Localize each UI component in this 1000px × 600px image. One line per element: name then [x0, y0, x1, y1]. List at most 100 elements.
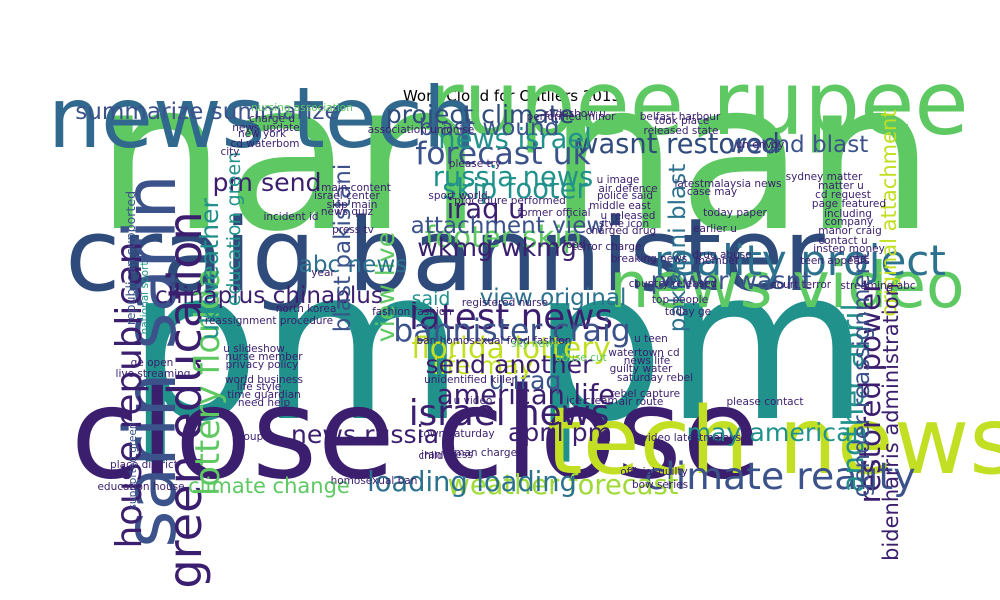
cloud-word: watertown cd: [608, 347, 679, 359]
cloud-word: took place: [655, 115, 710, 127]
cloud-word: association unionise: [368, 124, 475, 136]
cloud-word: un envoy: [736, 139, 785, 151]
cloud-word: education house: [97, 481, 184, 493]
cloud-word: ge open: [131, 357, 174, 369]
cloud-word: bow series: [632, 479, 688, 491]
cloud-word: craig bannister: [65, 196, 825, 314]
cloud-word: wasnt restored: [576, 129, 780, 160]
cloud-word: sport world: [428, 190, 487, 202]
cloud-word: matter u: [818, 180, 864, 192]
cloud-word: sky news: [511, 338, 559, 350]
cloud-word: pm pm: [127, 223, 870, 468]
cloud-word: child: [419, 450, 444, 462]
cloud-word: rupee rupee: [427, 52, 968, 155]
cloud-word: slideshow u: [544, 108, 606, 120]
cloud-word: u teen: [634, 333, 668, 345]
cloud-word: former official: [517, 207, 590, 219]
cloud-word: nurse member: [225, 351, 303, 363]
cloud-word: streaming abc: [840, 280, 915, 292]
cloud-word: page featured: [812, 198, 886, 210]
cloud-word: iraq u: [447, 194, 526, 225]
cloud-word: american life: [437, 380, 615, 411]
cloud-word: city: [220, 146, 239, 158]
cloud-word: loading loading: [367, 467, 577, 498]
cloud-word: today paper: [703, 207, 767, 219]
cloud-word: video latestmalaysia: [642, 432, 751, 444]
cloud-word: power wasnt: [651, 266, 812, 295]
cloud-word: ban homosexual food fashion: [417, 335, 572, 347]
cloud-word: pakistani blast: [665, 164, 691, 333]
cloud-word: iran press: [421, 449, 473, 461]
cloud-word: drug abuse: [692, 249, 751, 261]
cloud-word: forecast uk: [415, 136, 591, 172]
cloud-word: reassignment procedure: [205, 315, 333, 327]
cloud-word: terror charge: [573, 241, 642, 253]
cloud-word: u video: [454, 395, 493, 407]
cloud-word: company: [825, 216, 873, 228]
cloud-word: red: [849, 253, 866, 265]
cloud-word: view live: [371, 232, 400, 342]
cloud-word: bidenharris administration: [879, 283, 903, 561]
chart-title: Word Cloud for Outliers 2013: [403, 87, 621, 105]
cloud-word: cd waterbom: [230, 138, 299, 150]
cloud-word: wound blast: [728, 132, 869, 158]
cloud-word: police said: [597, 190, 653, 202]
cloud-word: lottery florida: [188, 268, 227, 496]
cloud-word: incident id: [263, 211, 318, 223]
cloud-word: news life: [624, 355, 671, 367]
cloud-word: man charged: [454, 447, 523, 459]
cloud-word: news tech: [48, 69, 476, 167]
cloud-word: news video: [609, 249, 964, 322]
cloud-word: north korea: [276, 303, 337, 315]
cloud-word: saturday rebel: [617, 372, 693, 384]
cloud-word: national sport: [139, 262, 151, 335]
cloud-word: year: [311, 267, 335, 279]
cloud-word: teen appears: [800, 255, 869, 267]
cloud-word: pm send: [212, 168, 321, 197]
cloud-word: new york: [238, 128, 287, 140]
cloud-word: court terror: [771, 279, 832, 291]
cloud-word: registered nurse: [462, 297, 548, 309]
cloud-word: ice cream: [566, 395, 617, 407]
cloud-word: u slideshow: [223, 343, 285, 355]
cloud-word: tech news: [547, 387, 1000, 495]
cloud-word: wkmg wkmg: [417, 233, 576, 262]
cloud-word: official guilty: [620, 466, 687, 478]
cloud-word: summarize summarize: [75, 99, 338, 125]
cloud-word: case may: [687, 186, 737, 198]
cloud-word: latest news: [409, 297, 613, 338]
cloud-word: said: [412, 288, 451, 310]
cloud-word: send another: [425, 350, 593, 379]
cloud-word: guilty water: [610, 363, 673, 375]
cloud-canvas: [125, 108, 900, 495]
cloud-word: russia news: [433, 162, 594, 193]
cloud-word: may american: [687, 418, 868, 447]
cloud-word: world business: [225, 374, 303, 386]
cloud-word: procedure performed: [454, 195, 566, 207]
cloud-word: restored power: [853, 280, 887, 504]
cloud-word: please try: [449, 158, 501, 170]
cloud-word: republican supported: [123, 191, 138, 325]
cloud-word: including: [824, 208, 872, 220]
cloud-word: u image: [597, 174, 640, 186]
cloud-word: nursing association: [251, 102, 353, 114]
cloud-word: skip footer: [442, 174, 588, 205]
cloud-word: green education: [158, 211, 212, 588]
cloud-word: abuse cut: [555, 352, 607, 364]
cloud-word: member: [695, 255, 740, 267]
cloud-word: u released: [601, 210, 656, 222]
cloud-word: performed minor: [527, 111, 617, 123]
cloud-word: food: [562, 239, 585, 251]
cloud-word: another april: [836, 303, 870, 492]
cloud-word: climate reality: [644, 454, 915, 498]
cloud-word: climate change: [188, 474, 350, 498]
cloud-word: privacy policy: [226, 359, 299, 371]
cloud-word: contact u: [818, 235, 867, 247]
cloud-word: belfast harbour: [640, 111, 721, 123]
cloud-word: group: [233, 431, 264, 443]
cloud-word: u iraq: [489, 366, 562, 395]
cloud-word: april pm: [508, 418, 612, 447]
